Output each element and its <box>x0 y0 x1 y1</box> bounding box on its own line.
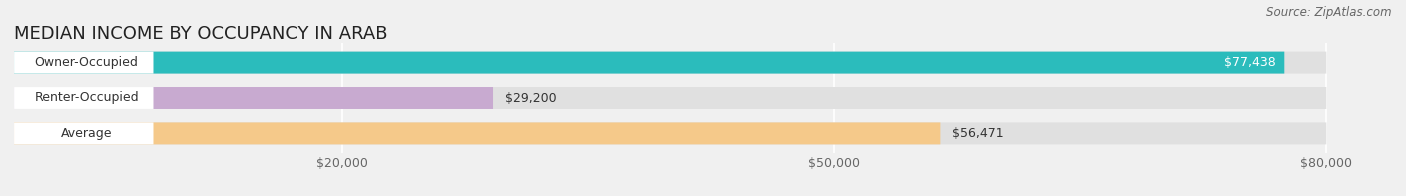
FancyBboxPatch shape <box>14 52 153 74</box>
Text: $77,438: $77,438 <box>1225 56 1277 69</box>
FancyBboxPatch shape <box>14 87 494 109</box>
Text: $56,471: $56,471 <box>952 127 1004 140</box>
Text: MEDIAN INCOME BY OCCUPANCY IN ARAB: MEDIAN INCOME BY OCCUPANCY IN ARAB <box>14 25 388 43</box>
FancyBboxPatch shape <box>14 87 1326 109</box>
Text: $29,200: $29,200 <box>505 92 557 104</box>
FancyBboxPatch shape <box>14 52 1326 74</box>
Text: Renter-Occupied: Renter-Occupied <box>34 92 139 104</box>
Text: Average: Average <box>60 127 112 140</box>
FancyBboxPatch shape <box>14 52 1284 74</box>
FancyBboxPatch shape <box>14 122 941 144</box>
Text: Owner-Occupied: Owner-Occupied <box>35 56 139 69</box>
Text: Source: ZipAtlas.com: Source: ZipAtlas.com <box>1267 6 1392 19</box>
FancyBboxPatch shape <box>14 122 1326 144</box>
FancyBboxPatch shape <box>14 122 153 144</box>
FancyBboxPatch shape <box>14 87 153 109</box>
